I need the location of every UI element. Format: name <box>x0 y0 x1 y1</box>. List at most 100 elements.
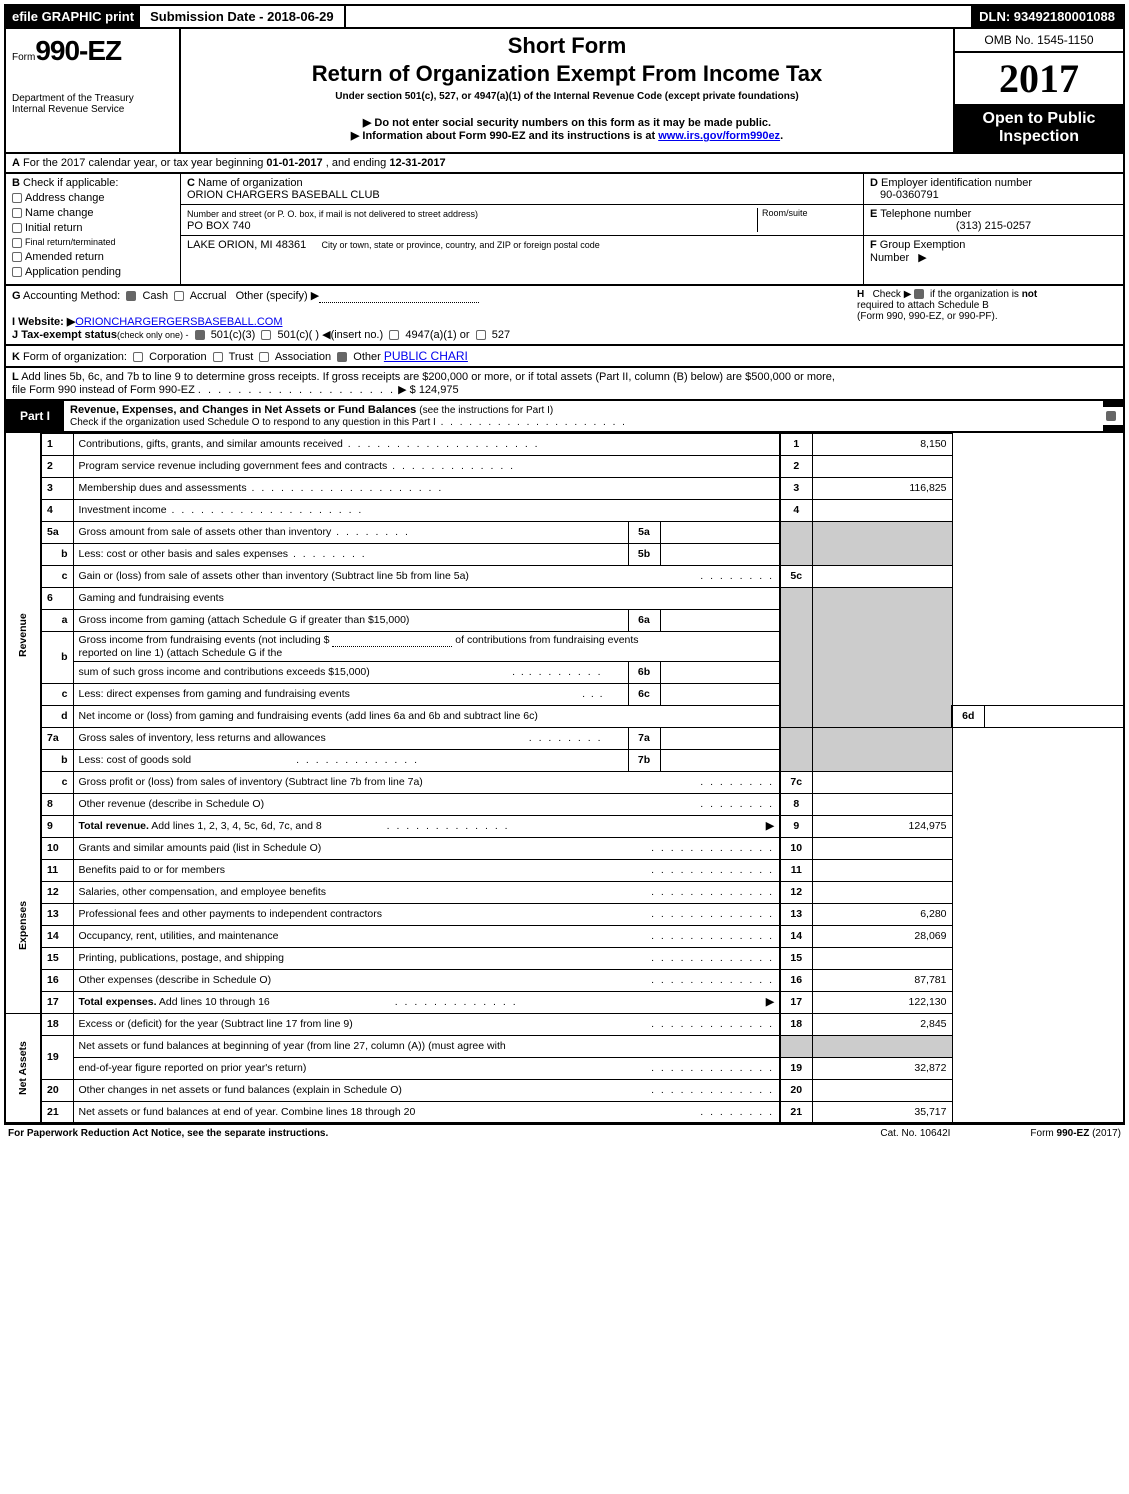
chk-initial-return[interactable] <box>12 223 22 233</box>
line-9-desc2: Add lines 1, 2, 3, 4, 5c, 6d, 7c, and 8 <box>149 820 322 832</box>
line-6b-mini: 6b <box>628 661 660 683</box>
line-6b-minival <box>660 661 780 683</box>
line-6-num: 6 <box>41 587 73 609</box>
line-5c-box: 5c <box>780 565 812 587</box>
line-7c-desc: Gross profit or (loss) from sales of inv… <box>79 776 423 788</box>
col-def: D Employer identification number 90-0360… <box>863 174 1123 284</box>
line-18-val: 2,845 <box>812 1013 952 1035</box>
block-bc: B Check if applicable: Address change Na… <box>4 174 1125 286</box>
form-header: Form990-EZ Department of the Treasury In… <box>4 29 1125 154</box>
label-f: F <box>870 239 877 251</box>
line-5b-minival <box>660 543 780 565</box>
line-17-val: 122,130 <box>812 991 952 1013</box>
chk-corp[interactable] <box>133 352 143 362</box>
info-prefix: ▶ Information about Form 990-EZ and its … <box>351 130 658 142</box>
line-6c-num: c <box>41 683 73 705</box>
chk-501c[interactable] <box>261 330 271 340</box>
chk-other-org[interactable] <box>337 352 347 362</box>
f-arrow: ▶ <box>918 252 926 264</box>
chk-4947[interactable] <box>389 330 399 340</box>
label-j: J <box>12 329 18 341</box>
g-accrual: Accrual <box>190 290 227 302</box>
i-text: Website: ▶ <box>18 316 75 328</box>
line-7a-num: 7a <box>41 727 73 749</box>
footer-cat: Cat. No. 10642I <box>880 1128 950 1139</box>
line-20-box: 20 <box>780 1079 812 1101</box>
chk-trust[interactable] <box>213 352 223 362</box>
line-8-val <box>812 793 952 815</box>
chk-assoc[interactable] <box>259 352 269 362</box>
chk-final-return[interactable] <box>12 238 22 248</box>
line-13-num: 13 <box>41 903 73 925</box>
d-value: 90-0360791 <box>870 189 939 201</box>
line-15-num: 15 <box>41 947 73 969</box>
chk-address-change[interactable] <box>12 193 22 203</box>
line-6b-d3: reported on line 1) (attach Schedule G i… <box>79 647 283 659</box>
line-14-desc: Occupancy, rent, utilities, and maintena… <box>79 930 279 942</box>
line-17-num: 17 <box>41 991 73 1013</box>
line-10-val <box>812 837 952 859</box>
line-18-desc: Excess or (deficit) for the year (Subtra… <box>79 1018 353 1030</box>
row-k: K Form of organization: Corporation Trus… <box>4 346 1125 368</box>
footer-left: For Paperwork Reduction Act Notice, see … <box>8 1128 328 1139</box>
line-17-desc: Total expenses. <box>79 996 157 1008</box>
line-7a-mini: 7a <box>628 727 660 749</box>
f-text: Group Exemption <box>880 239 966 251</box>
chk-amended[interactable] <box>12 252 22 262</box>
line-6b-d1: Gross income from fundraising events (no… <box>79 634 333 646</box>
org-street: PO BOX 740 <box>187 220 251 232</box>
line-4-num: 4 <box>41 499 73 521</box>
chk-name-change[interactable] <box>12 208 22 218</box>
j-opt-1: 501(c)( ) ◀(insert no.) <box>278 329 384 341</box>
label-a: A <box>12 157 20 169</box>
chk-h[interactable] <box>914 289 924 299</box>
k-other-link[interactable]: PUBLIC CHARI <box>384 349 468 363</box>
k-opt-0: Corporation <box>149 351 206 363</box>
line-21-num: 21 <box>41 1101 73 1123</box>
website-link[interactable]: ORIONCHARGERGERSBASEBALL.COM <box>75 316 282 328</box>
j-opt-0: 501(c)(3) <box>211 329 256 341</box>
line-6c-minival <box>660 683 780 705</box>
line-6d-val <box>984 705 1124 727</box>
line-19-num: 19 <box>41 1035 73 1079</box>
line-6c-desc: Less: direct expenses from gaming and fu… <box>79 688 350 700</box>
line-20-val <box>812 1079 952 1101</box>
line-1-box: 1 <box>780 433 812 455</box>
line-3-num: 3 <box>41 477 73 499</box>
form-prefix: Form <box>12 52 35 63</box>
chk-501c3[interactable] <box>195 330 205 340</box>
line-2-num: 2 <box>41 455 73 477</box>
chk-application-pending[interactable] <box>12 267 22 277</box>
grey-19 <box>780 1035 812 1057</box>
k-text: Form of organization: <box>23 351 127 363</box>
grey-6-val <box>812 587 952 727</box>
sidebar-revenue: Revenue <box>5 433 41 837</box>
line-5c-val <box>812 565 952 587</box>
line-5b-desc: Less: cost or other basis and sales expe… <box>79 548 289 560</box>
line-20-desc: Other changes in net assets or fund bala… <box>79 1084 402 1096</box>
submission-date: Submission Date - 2018-06-29 <box>140 6 346 27</box>
info-link[interactable]: www.irs.gov/form990ez <box>658 130 780 142</box>
line-11-desc: Benefits paid to or for members <box>79 864 225 876</box>
grey-5ab <box>780 521 812 565</box>
dept-treasury: Department of the Treasury <box>12 93 173 104</box>
line-16-desc: Other expenses (describe in Schedule O) <box>79 974 272 986</box>
j-opt-3: 527 <box>492 329 510 341</box>
line-7c-num: c <box>41 771 73 793</box>
chk-527[interactable] <box>476 330 486 340</box>
line-3-desc: Membership dues and assessments <box>79 482 247 494</box>
line-12-num: 12 <box>41 881 73 903</box>
grey-6 <box>780 587 812 727</box>
lines-table: Revenue 1 Contributions, gifts, grants, … <box>4 433 1125 1125</box>
chk-schedule-o[interactable] <box>1106 411 1116 421</box>
footer-right-pre: Form <box>1030 1128 1056 1139</box>
chk-accrual[interactable] <box>174 291 184 301</box>
line-6d-box: 6d <box>952 705 984 727</box>
top-bar: efile GRAPHIC print Submission Date - 20… <box>4 4 1125 29</box>
chk-cash[interactable] <box>126 291 136 301</box>
grey-19-val <box>812 1035 952 1057</box>
line-6b2-desc: sum of such gross income and contributio… <box>79 666 370 678</box>
org-city: LAKE ORION, MI 48361 <box>187 239 306 251</box>
line-15-desc: Printing, publications, postage, and shi… <box>79 952 284 964</box>
h-text1: Check ▶ <box>873 289 912 300</box>
